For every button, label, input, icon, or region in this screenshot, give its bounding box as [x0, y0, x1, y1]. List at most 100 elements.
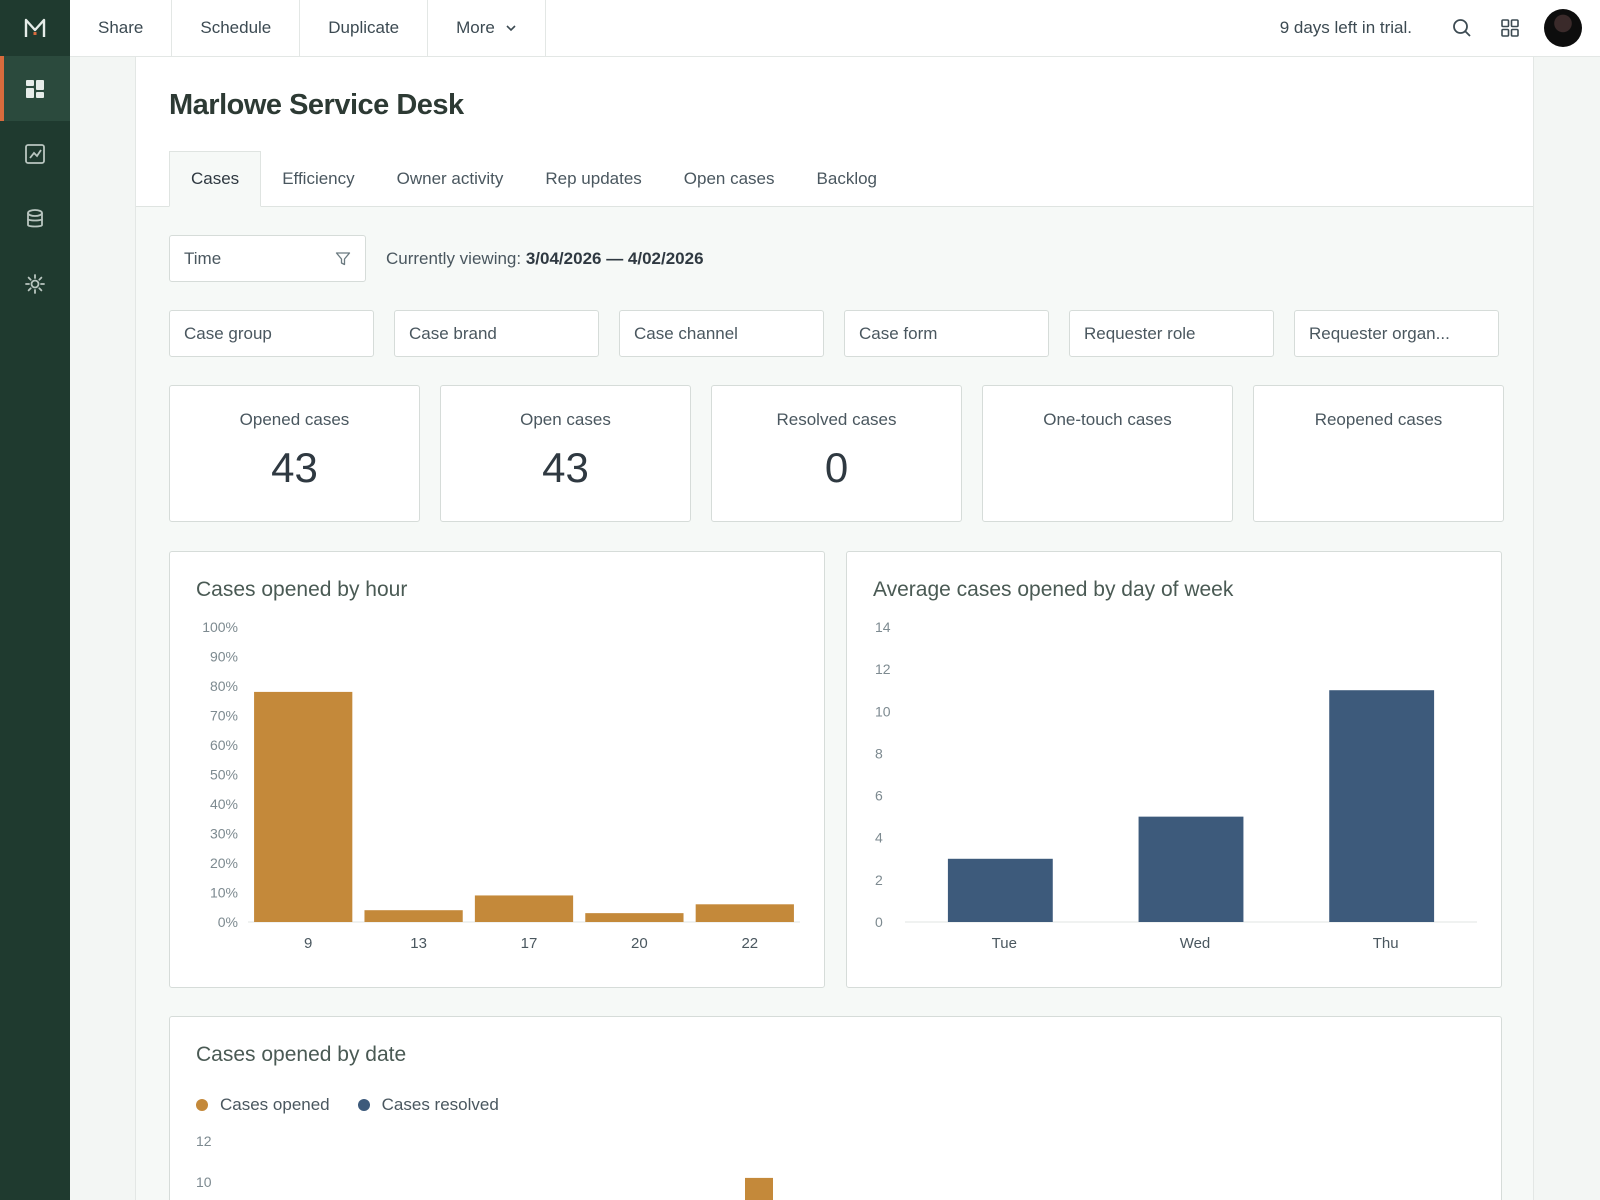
chart-by-hour: 0% 10% 20% 30% 40% 50% 60% 70% 80% 90% 100% 9 13 17 20…: [202, 619, 800, 952]
y-tick-label: 50%: [210, 767, 238, 783]
chart-legend: Cases opened Cases resolved: [196, 1095, 499, 1115]
sidebar-item-reports[interactable]: [0, 121, 70, 186]
kpi-value: 43: [542, 444, 589, 491]
chart-by-date: 12 10: [196, 1133, 773, 1200]
sidebar-item-datasets[interactable]: [0, 186, 70, 251]
legend-item-cases-resolved[interactable]: Cases resolved: [357, 1095, 499, 1115]
kpi-opened-cases: Opened cases 43: [169, 385, 420, 522]
filter-case-group[interactable]: Case group: [169, 310, 374, 357]
kpi-row: Opened cases 43 Open cases 43 Resolved c…: [169, 385, 1504, 522]
chart-card-by-hour: 0% 10% 20% 30% 40% 50% 60% 70% 80% 90% 100% 9 13 17 20…: [169, 551, 825, 988]
database-icon: [27, 208, 43, 227]
apps-grid-icon: [1501, 19, 1519, 37]
kpi-label: Open cases: [520, 410, 611, 429]
bar-20[interactable]: [585, 913, 684, 922]
gear-icon: [25, 273, 45, 294]
dashboard-icon: [26, 79, 44, 98]
apps-button[interactable]: [1486, 0, 1534, 57]
schedule-label: Schedule: [200, 18, 272, 37]
y-tick-label: 70%: [210, 708, 238, 724]
user-avatar[interactable]: [1544, 9, 1582, 47]
time-filter-label: Time: [184, 248, 222, 268]
y-tick-label: 0%: [218, 914, 238, 930]
bar-13[interactable]: [364, 910, 463, 922]
schedule-button[interactable]: Schedule: [172, 0, 301, 57]
chart-title: Cases opened by hour: [196, 578, 408, 601]
x-tick-label: 17: [521, 935, 538, 952]
x-tick-label: 20: [631, 935, 648, 952]
chart-by-weekday: 0 2 4 6 8 10 12 14 Tue Wed Thu: [875, 619, 1477, 952]
bar-partial[interactable]: [745, 1177, 773, 1200]
filter-case-brand[interactable]: Case brand: [394, 310, 599, 357]
y-tick-label: 14: [875, 619, 891, 635]
bar-9[interactable]: [254, 691, 353, 922]
y-tick-label: 0: [875, 914, 883, 930]
more-label: More: [456, 18, 495, 37]
filter-case-channel[interactable]: Case channel: [619, 310, 824, 357]
x-tick-label: Wed: [1180, 935, 1211, 952]
chart-card-by-weekday: 0 2 4 6 8 10 12 14 Tue Wed Thu Average cases opene…: [846, 551, 1502, 988]
kpi-open-cases: Open cases 43: [440, 385, 691, 522]
chart-card-by-date: 12 10 Cases opened by date Cases opened C…: [169, 1016, 1502, 1200]
kpi-label: Reopened cases: [1314, 410, 1443, 429]
y-tick-label: 100%: [202, 619, 238, 635]
sidebar-item-dashboard[interactable]: [0, 56, 70, 121]
tab-owner-activity[interactable]: Owner activity: [396, 169, 504, 188]
y-tick-label: 4: [875, 830, 883, 846]
logo-icon: [24, 18, 46, 37]
tab-rep-updates[interactable]: Rep updates: [545, 169, 642, 188]
y-tick-label: 2: [875, 872, 883, 888]
kpi-value: 0: [824, 444, 849, 491]
time-filter-row: Time Currently viewing: 3/04/2026 — 4/02…: [169, 235, 704, 282]
tab-open-cases[interactable]: Open cases: [683, 169, 775, 188]
bar-22[interactable]: [695, 904, 794, 922]
date-range-indicator: Currently viewing: 3/04/2026 — 4/02/2026: [386, 249, 704, 269]
duplicate-label: Duplicate: [328, 18, 400, 37]
y-tick-label: 12: [875, 661, 891, 677]
kpi-label: Opened cases: [239, 410, 350, 429]
filter-bar: Case group Case brand Case channel Case …: [169, 310, 1499, 357]
kpi-label: One-touch cases: [1043, 410, 1172, 429]
legend-item-cases-opened[interactable]: Cases opened: [196, 1095, 330, 1115]
bar-Thu[interactable]: [1329, 690, 1435, 922]
filter-requester-role[interactable]: Requester role: [1069, 310, 1274, 357]
legend-label: Cases resolved: [381, 1095, 499, 1114]
left-sidebar: [0, 0, 70, 1200]
bar-17[interactable]: [474, 895, 574, 922]
page-title: Marlowe Service Desk: [169, 89, 464, 121]
kpi-value: 43: [271, 444, 318, 491]
legend-swatch-resolved: [357, 1099, 370, 1111]
y-tick-label: 30%: [210, 826, 238, 842]
y-tick-label: 6: [875, 788, 883, 804]
chart-title: Average cases opened by day of week: [873, 578, 1234, 601]
share-button[interactable]: Share: [70, 0, 173, 57]
tab-backlog[interactable]: Backlog: [816, 169, 878, 188]
filter-requester-organization[interactable]: Requester organ...: [1294, 310, 1499, 357]
viewing-prefix: Currently viewing:: [386, 248, 522, 268]
tab-cases[interactable]: Cases: [169, 151, 262, 207]
legend-swatch-opened: [196, 1099, 208, 1111]
x-tick-label: 22: [741, 935, 758, 952]
time-filter[interactable]: Time: [169, 235, 366, 282]
y-tick-label: 60%: [210, 737, 238, 753]
more-button[interactable]: More: [428, 0, 546, 57]
duplicate-button[interactable]: Duplicate: [300, 0, 429, 57]
app-logo[interactable]: [0, 0, 70, 56]
sidebar-item-settings[interactable]: [0, 251, 70, 316]
y-tick-label: 10: [196, 1174, 212, 1190]
kpi-one-touch-cases: One-touch cases: [982, 385, 1233, 522]
top-toolbar: Share Schedule Duplicate More 9 days lef…: [70, 0, 1600, 57]
y-tick-label: 40%: [210, 796, 238, 812]
bar-Wed[interactable]: [1138, 816, 1244, 922]
bar-Tue[interactable]: [947, 858, 1053, 922]
tab-efficiency[interactable]: Efficiency: [282, 169, 355, 188]
x-tick-label: Thu: [1373, 935, 1399, 952]
y-tick-label: 80%: [210, 678, 238, 694]
dashboard-panel: Marlowe Service Desk Cases Efficiency Ow…: [135, 57, 1534, 1200]
y-tick-label: 20%: [210, 855, 238, 871]
trial-status: 9 days left in trial.: [1279, 18, 1412, 37]
y-tick-label: 8: [875, 745, 883, 761]
search-button[interactable]: [1438, 0, 1486, 57]
x-tick-label: Tue: [992, 935, 1017, 952]
filter-case-form[interactable]: Case form: [844, 310, 1049, 357]
